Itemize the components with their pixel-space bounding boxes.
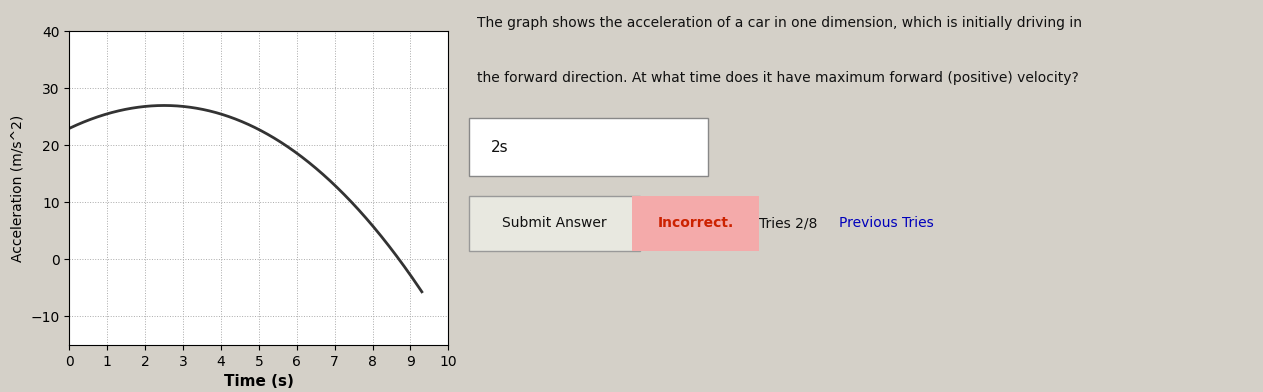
X-axis label: Time (s): Time (s) — [224, 374, 294, 389]
FancyBboxPatch shape — [632, 196, 759, 251]
Y-axis label: Acceleration (m/s^2): Acceleration (m/s^2) — [11, 114, 25, 262]
Text: The graph shows the acceleration of a car in one dimension, which is initially d: The graph shows the acceleration of a ca… — [477, 16, 1082, 30]
FancyBboxPatch shape — [469, 196, 640, 251]
Text: Tries 2/8: Tries 2/8 — [759, 216, 822, 230]
FancyBboxPatch shape — [469, 118, 707, 176]
Text: Submit Answer: Submit Answer — [501, 216, 606, 230]
Text: Previous Tries: Previous Tries — [839, 216, 933, 230]
Text: 2s: 2s — [491, 140, 509, 154]
Text: the forward direction. At what time does it have maximum forward (positive) velo: the forward direction. At what time does… — [477, 71, 1079, 85]
Text: Incorrect.: Incorrect. — [658, 216, 734, 230]
